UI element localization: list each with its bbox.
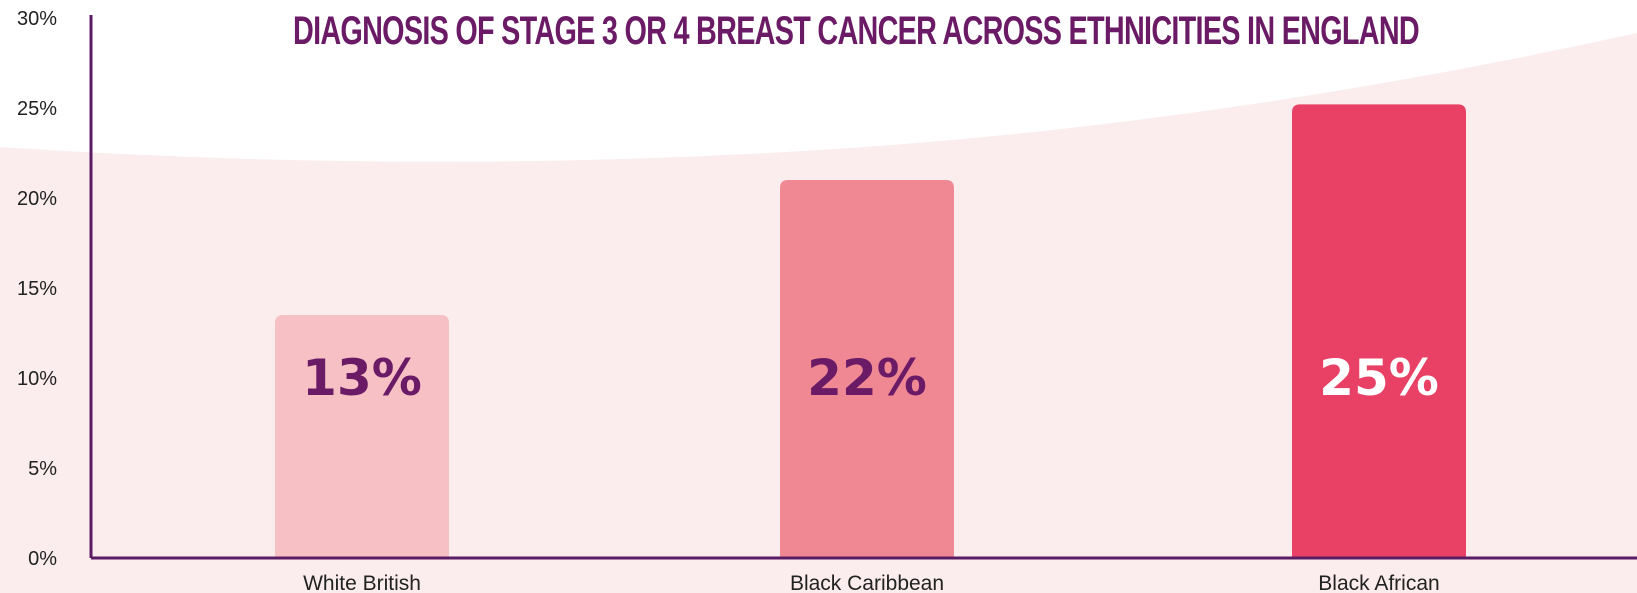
bar (1292, 104, 1466, 559)
x-category-label: Black African (1318, 572, 1439, 593)
x-category-labels: White British Black Caribbean Black Africa… (303, 572, 1440, 593)
y-tick-label: 10% (17, 368, 57, 390)
value-labels-layer: 13% 22% 25% (302, 349, 1439, 407)
chart-title: DIAGNOSIS OF STAGE 3 OR 4 BREAST CANCER … (293, 9, 1419, 53)
bars-layer (275, 104, 1466, 559)
y-tick-label: 20% (17, 188, 57, 210)
y-tick-label: 0% (28, 548, 57, 570)
bar (780, 180, 954, 558)
bar (275, 315, 449, 558)
bar-value-label: 13% (302, 349, 422, 407)
y-tick-label: 30% (17, 8, 57, 30)
y-tick-label: 25% (17, 98, 57, 120)
x-category-label: White British (303, 572, 421, 593)
bar-value-label: 22% (807, 349, 927, 407)
x-category-label: Black Caribbean (790, 572, 944, 593)
bar-value-label: 25% (1319, 349, 1439, 407)
y-tick-label: 15% (17, 278, 57, 300)
y-tick-label: 5% (28, 458, 57, 480)
y-tick-labels: 0% 5% 10% 15% 20% 25% 30% (17, 8, 57, 570)
